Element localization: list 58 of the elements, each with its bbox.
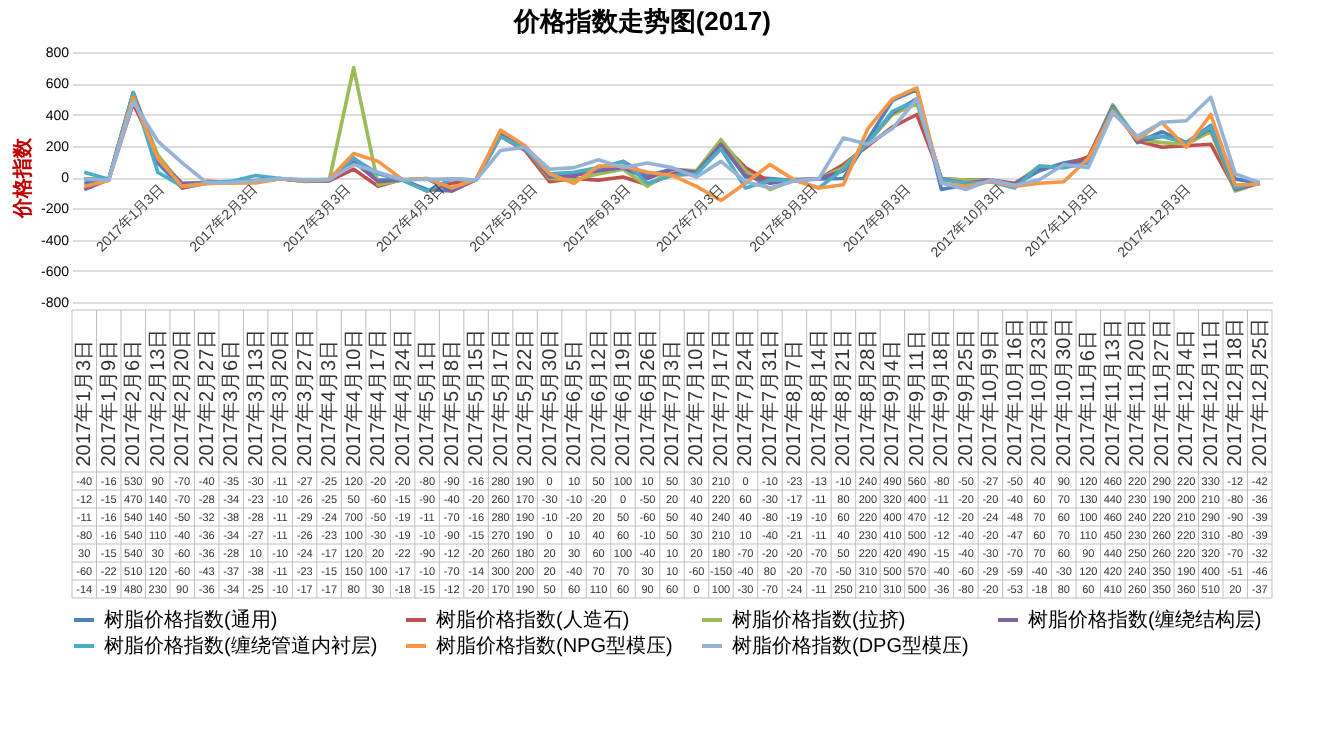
x-tick-label: 2017年5月8日: [439, 339, 464, 467]
x-tick-label: 2017年8月7日: [782, 339, 807, 467]
x-tick-label: 2017年10月30日: [1051, 317, 1076, 467]
x-tick-label: 2017年5月17日: [488, 328, 513, 467]
x-tick-label: 2017年2月6日: [121, 339, 146, 467]
x-tick-label: 2017年4月24日: [390, 328, 415, 467]
x-tick-label: 2017年2月13日: [145, 328, 170, 467]
x-tick-label: 2017年7月17日: [708, 328, 733, 467]
x-tick-label: 2017年12月11日: [1198, 319, 1223, 467]
x-tick-label: 2017年3月20日: [268, 328, 293, 467]
legend-label: 树脂价格指数(DPG型模压): [732, 634, 969, 658]
x-tick-label: 2017年6月19日: [611, 328, 636, 467]
x-tick-label: 2017年8月28日: [855, 328, 880, 467]
x-tick-label: 2017年6月5日: [562, 339, 587, 467]
x-tick-label: 2017年3月13日: [243, 328, 268, 467]
y-axis-title: 价格指数: [10, 136, 35, 220]
x-tick-label: 2017年6月12日: [586, 328, 611, 467]
x-tick-label: 2017年5月22日: [513, 328, 538, 467]
x-tick-label: 2017年10月9日: [978, 328, 1003, 467]
legend-label: 树脂价格指数(拉挤): [732, 608, 906, 632]
x-tick-label: 2017年8月21日: [831, 328, 856, 467]
x-tick-label: 2017年5月30日: [537, 328, 562, 467]
x-tick-label: 2017年9月11日: [904, 330, 929, 467]
legend-label: 树脂价格指数(NPG型模压): [436, 634, 673, 658]
x-tick-label: 2017年1月9日: [96, 339, 121, 467]
x-tick-label: 2017年5月15日: [464, 328, 489, 467]
x-tick-label: 2017年12月4日: [1174, 328, 1199, 467]
x-tick-label: 2017年9月18日: [929, 328, 954, 467]
x-tick-label: 2017年8月14日: [806, 328, 831, 467]
x-tick-label: 2017年1月3日: [72, 339, 97, 467]
x-tick-label: 2017年9月4日: [880, 339, 905, 467]
legend-label: 树脂价格指数(缠绕结构层): [1028, 608, 1262, 632]
x-tick-label: 2017年2月27日: [194, 328, 219, 467]
x-tick-label: 2017年7月3日: [660, 339, 684, 467]
x-tick-label: 2017年3月6日: [219, 339, 244, 467]
x-tick-label: 2017年10月23日: [1027, 317, 1052, 467]
x-tick-label: 2017年10月16日: [1002, 317, 1027, 467]
x-tick-label: 2017年9月25日: [953, 328, 978, 467]
x-tick-label: 2017年2月20日: [170, 328, 195, 467]
x-tick-label: 2017年3月27日: [292, 328, 317, 467]
x-tick-label: 2017年4月10日: [341, 328, 366, 467]
legend-label: 树脂价格指数(人造石): [436, 608, 630, 632]
x-tick-label: 2017年4月3日: [317, 339, 342, 467]
x-tick-label: 2017年11月13日: [1100, 319, 1125, 467]
x-tick-label: 2017年7月10日: [684, 328, 709, 467]
chart-title: 价格指数走势图(2017): [511, 6, 771, 36]
x-tick-label: 2017年4月17日: [366, 328, 391, 467]
legend-label: 树脂价格指数(缠绕管道内衬层): [104, 634, 378, 658]
x-tick-label: 2017年12月18日: [1223, 317, 1248, 467]
x-tick-label: 2017年12月25日: [1247, 317, 1272, 467]
x-tick-label: 2017年7月24日: [733, 328, 758, 467]
x-tick-label: 2017年6月26日: [635, 328, 660, 467]
x-tick-label: 2017年11月6日: [1076, 330, 1101, 467]
x-tick-label: 2017年7月31日: [757, 328, 782, 467]
x-tick-label: 2017年5月1日: [415, 339, 440, 467]
x-tick-label: 2017年11月27日: [1149, 319, 1174, 467]
legend-label: 树脂价格指数(通用): [104, 608, 278, 632]
x-tick-label: 2017年11月20日: [1125, 319, 1150, 467]
